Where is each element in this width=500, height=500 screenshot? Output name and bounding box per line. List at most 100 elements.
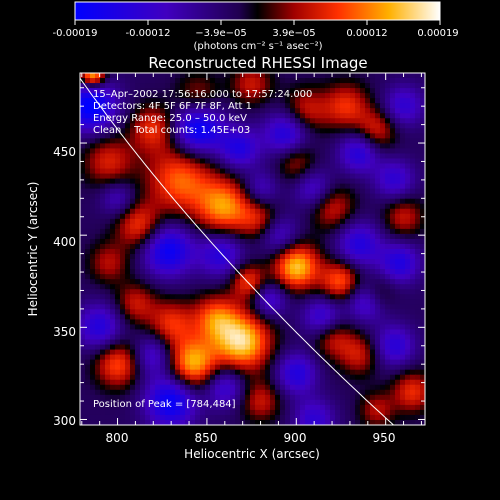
heatmap-cell	[125, 133, 131, 139]
heatmap-cell	[180, 294, 186, 300]
heatmap-cell	[145, 113, 151, 119]
heatmap-cell	[140, 103, 146, 109]
heatmap-cell	[400, 203, 406, 210]
heatmap-cell	[210, 88, 216, 94]
heatmap-cell	[360, 329, 366, 336]
heatmap-cell	[245, 243, 251, 250]
heatmap-cell	[125, 113, 131, 119]
heatmap-cell	[415, 339, 421, 346]
heatmap-cell	[185, 379, 191, 386]
heatmap-cell	[290, 173, 296, 180]
heatmap-cell	[175, 334, 181, 341]
heatmap-cell	[285, 369, 291, 376]
heatmap-cell	[365, 83, 371, 89]
heatmap-cell	[315, 369, 321, 376]
heatmap-cell	[355, 284, 361, 290]
heatmap-cell	[125, 198, 131, 205]
heatmap-cell	[415, 233, 421, 240]
heatmap-cell	[360, 374, 366, 381]
heatmap-cell	[240, 183, 246, 190]
heatmap-cell	[200, 238, 206, 245]
heatmap-cell	[190, 339, 196, 346]
heatmap-cell	[85, 123, 91, 129]
heatmap-cell	[345, 414, 351, 421]
heatmap-cell	[340, 218, 346, 225]
heatmap-cell	[125, 233, 131, 240]
heatmap-cell	[290, 279, 296, 285]
heatmap-cell	[410, 153, 416, 160]
heatmap-cell	[150, 218, 156, 225]
heatmap-cell	[165, 238, 171, 245]
heatmap-cell	[80, 228, 86, 235]
heatmap-cell	[140, 269, 146, 275]
heatmap-cell	[150, 103, 156, 109]
heatmap-cell	[150, 198, 156, 205]
heatmap-cell	[170, 93, 176, 99]
heatmap-cell	[125, 178, 131, 185]
heatmap-cell	[260, 223, 266, 230]
heatmap-cell	[255, 238, 261, 245]
heatmap-cell	[135, 414, 141, 421]
heatmap-cell	[395, 309, 401, 315]
heatmap-cell	[395, 198, 401, 205]
heatmap-cell	[410, 289, 416, 295]
heatmap-cell	[300, 158, 306, 165]
heatmap-cell	[375, 364, 381, 371]
heatmap-cell	[110, 128, 116, 134]
heatmap-cell	[210, 404, 216, 411]
heatmap-cell	[230, 213, 236, 220]
heatmap-cell	[85, 238, 91, 245]
heatmap-cell	[335, 193, 341, 200]
heatmap-cell	[370, 394, 376, 401]
heatmap-cell	[410, 133, 416, 139]
heatmap-cell	[235, 103, 241, 109]
heatmap-cell	[180, 148, 186, 155]
heatmap-cell	[130, 218, 136, 225]
heatmap-cell	[295, 138, 301, 144]
heatmap-cell	[190, 374, 196, 381]
heatmap-cell	[90, 289, 96, 295]
heatmap-cell	[130, 254, 136, 260]
heatmap-cell	[320, 148, 326, 155]
heatmap-cell	[95, 73, 101, 79]
heatmap-cell	[260, 339, 266, 346]
heatmap-cell	[150, 143, 156, 150]
heatmap-cell	[130, 374, 136, 381]
heatmap-cell	[325, 243, 331, 250]
heatmap-cell	[310, 163, 316, 170]
heatmap-cell	[215, 153, 221, 160]
heatmap-cell	[85, 188, 91, 195]
heatmap-cell	[200, 143, 206, 150]
heatmap-cell	[205, 269, 211, 275]
heatmap-cell	[130, 153, 136, 160]
heatmap-cell	[270, 103, 276, 109]
heatmap-cell	[120, 73, 126, 79]
heatmap-cell	[220, 384, 226, 391]
heatmap-cell	[165, 78, 171, 84]
heatmap-cell	[185, 203, 191, 210]
heatmap-cell	[290, 254, 296, 260]
heatmap-cell	[150, 78, 156, 84]
heatmap-cell	[410, 419, 416, 425]
heatmap-cell	[180, 163, 186, 170]
heatmap-cell	[225, 254, 231, 260]
heatmap-cell	[375, 238, 381, 245]
x-axis-label: Heliocentric X (arcsec)	[184, 447, 320, 461]
heatmap-cell	[180, 324, 186, 331]
heatmap-cell	[120, 108, 126, 114]
heatmap-cell	[315, 228, 321, 235]
heatmap-cell	[250, 143, 256, 150]
heatmap-cell	[140, 163, 146, 170]
heatmap-cell	[180, 223, 186, 230]
heatmap-cell	[195, 178, 201, 185]
heatmap-cell	[140, 419, 146, 425]
heatmap-cell	[265, 374, 271, 381]
heatmap-cell	[165, 374, 171, 381]
heatmap-cell	[195, 108, 201, 114]
heatmap-cell	[205, 208, 211, 215]
heatmap-cell	[415, 264, 421, 270]
heatmap-cell	[310, 168, 316, 175]
heatmap-cell	[215, 78, 221, 84]
heatmap-cell	[330, 419, 336, 425]
heatmap-cell	[80, 163, 86, 170]
